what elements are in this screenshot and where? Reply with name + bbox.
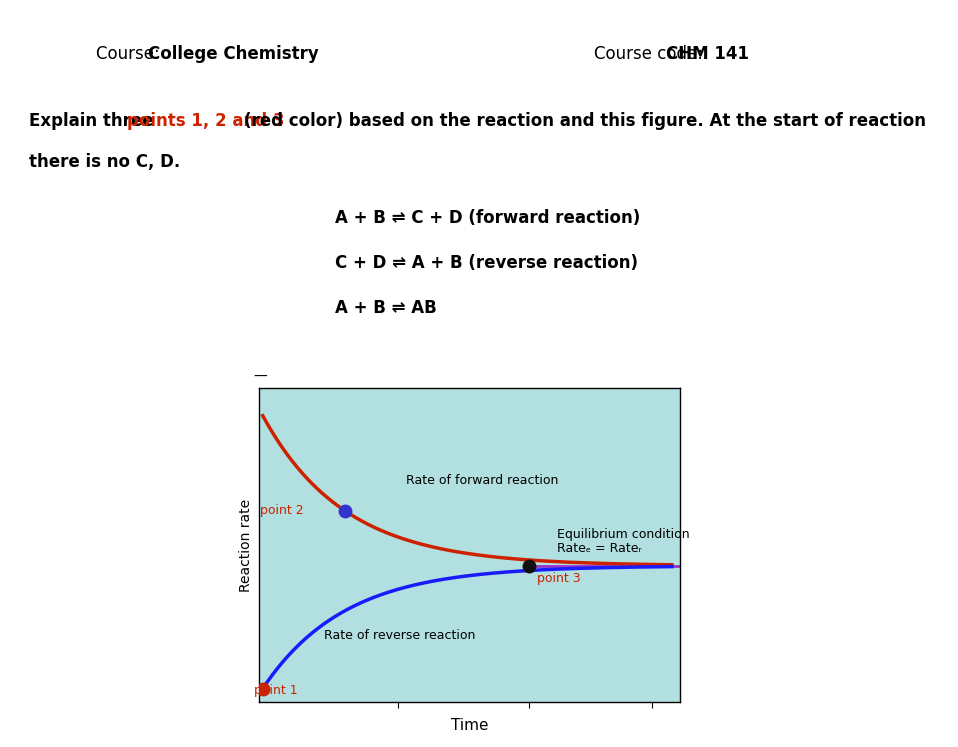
X-axis label: Time: Time xyxy=(450,718,489,733)
Text: point 2: point 2 xyxy=(260,504,304,517)
Text: points 1, 2 and 3: points 1, 2 and 3 xyxy=(127,112,285,130)
Text: Course:: Course: xyxy=(96,45,165,63)
Text: Rateₑ = Rateᵣ: Rateₑ = Rateᵣ xyxy=(558,542,642,555)
Text: —: — xyxy=(254,371,267,384)
Text: (red color) based on the reaction and this figure. At the start of reaction: (red color) based on the reaction and th… xyxy=(244,112,926,130)
Text: Rate of forward reaction: Rate of forward reaction xyxy=(406,474,559,487)
Text: Rate of reverse reaction: Rate of reverse reaction xyxy=(324,630,475,642)
Text: point 3: point 3 xyxy=(536,572,581,585)
Text: point 1: point 1 xyxy=(254,684,298,696)
Text: A + B ⇌ C + D (forward reaction): A + B ⇌ C + D (forward reaction) xyxy=(335,209,641,227)
Text: College Chemistry: College Chemistry xyxy=(148,45,319,63)
Text: there is no C, D.: there is no C, D. xyxy=(29,153,180,171)
Text: CHM 141: CHM 141 xyxy=(666,45,749,63)
Y-axis label: Reaction rate: Reaction rate xyxy=(240,499,253,592)
Text: Course code:: Course code: xyxy=(594,45,708,63)
Text: A + B ⇌ AB: A + B ⇌ AB xyxy=(335,299,437,317)
Text: Equilibrium condition: Equilibrium condition xyxy=(558,528,690,542)
Text: Explain three: Explain three xyxy=(29,112,159,130)
Text: C + D ⇌ A + B (reverse reaction): C + D ⇌ A + B (reverse reaction) xyxy=(335,254,638,272)
